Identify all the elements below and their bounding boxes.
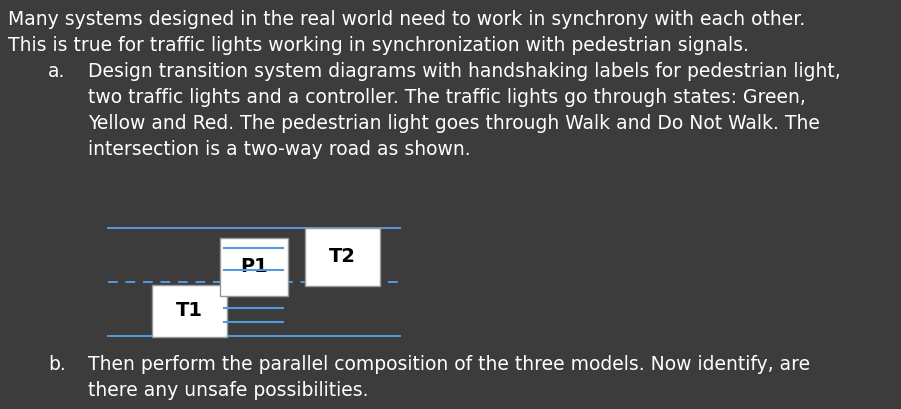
Text: two traffic lights and a controller. The traffic lights go through states: Green: two traffic lights and a controller. The… xyxy=(88,88,805,107)
Text: T1: T1 xyxy=(176,301,203,321)
Text: Then perform the parallel composition of the three models. Now identify, are: Then perform the parallel composition of… xyxy=(88,355,810,374)
Bar xyxy=(305,228,380,286)
Text: Design transition system diagrams with handshaking labels for pedestrian light,: Design transition system diagrams with h… xyxy=(88,62,841,81)
Text: Many systems designed in the real world need to work in synchrony with each othe: Many systems designed in the real world … xyxy=(8,10,805,29)
Text: a.: a. xyxy=(48,62,66,81)
Text: Yellow and Red. The pedestrian light goes through Walk and Do Not Walk. The: Yellow and Red. The pedestrian light goe… xyxy=(88,114,820,133)
Bar xyxy=(152,285,227,337)
Text: there any unsafe possibilities.: there any unsafe possibilities. xyxy=(88,381,369,400)
Text: P1: P1 xyxy=(241,258,268,276)
Text: T2: T2 xyxy=(329,247,356,267)
Text: This is true for traffic lights working in synchronization with pedestrian signa: This is true for traffic lights working … xyxy=(8,36,749,55)
Text: b.: b. xyxy=(48,355,66,374)
Text: intersection is a two-way road as shown.: intersection is a two-way road as shown. xyxy=(88,140,470,159)
Bar xyxy=(220,238,288,296)
